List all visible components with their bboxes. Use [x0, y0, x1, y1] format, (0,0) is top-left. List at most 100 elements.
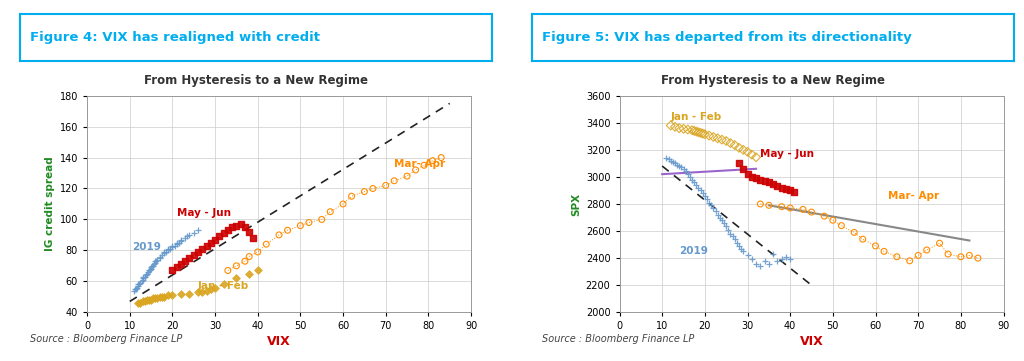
Point — [712, 214, 728, 220]
Point — [145, 295, 162, 301]
Point — [292, 223, 308, 229]
Point — [152, 255, 168, 261]
Point — [160, 292, 176, 298]
Point — [134, 277, 151, 283]
Point — [152, 254, 168, 260]
Point — [130, 300, 146, 306]
Point — [166, 243, 182, 249]
Point — [700, 200, 717, 205]
Point — [211, 234, 227, 239]
Point — [700, 133, 717, 139]
Point — [140, 268, 157, 273]
Y-axis label: IG credit spread: IG credit spread — [45, 157, 55, 251]
Point — [765, 251, 781, 257]
Point — [706, 134, 722, 140]
Point — [138, 271, 155, 277]
Point — [322, 209, 338, 214]
Point — [150, 257, 166, 262]
Point — [731, 160, 748, 166]
Point — [220, 227, 237, 233]
Text: Jan - Feb: Jan - Feb — [671, 112, 722, 122]
Point — [816, 213, 833, 219]
Point — [720, 227, 736, 232]
Point — [301, 219, 317, 225]
Point — [686, 179, 702, 185]
Point — [130, 282, 146, 287]
Point — [731, 243, 748, 249]
Point — [743, 257, 760, 262]
Point — [215, 230, 231, 236]
Point — [128, 286, 144, 292]
Point — [127, 286, 143, 292]
Point — [782, 205, 799, 211]
Point — [727, 142, 743, 148]
Point — [143, 263, 160, 269]
Text: Mar- Apr: Mar- Apr — [888, 191, 939, 201]
Point — [220, 268, 237, 273]
Point — [181, 291, 198, 297]
Point — [134, 299, 151, 304]
Point — [752, 201, 768, 207]
Point — [761, 179, 777, 185]
Point — [673, 165, 689, 170]
Point — [731, 145, 748, 151]
Point — [143, 297, 160, 303]
Point — [735, 248, 752, 254]
Point — [919, 247, 935, 253]
Point — [667, 124, 683, 130]
Point — [408, 167, 424, 173]
Point — [724, 234, 740, 239]
Point — [136, 274, 153, 279]
Point — [133, 278, 150, 284]
Point — [761, 203, 777, 208]
Point — [132, 300, 148, 306]
Point — [399, 173, 416, 179]
Point — [676, 166, 692, 171]
Point — [824, 217, 841, 223]
Point — [215, 282, 231, 287]
Point — [147, 260, 164, 266]
Text: Source : Bloomberg Finance LP: Source : Bloomberg Finance LP — [30, 334, 182, 344]
Point — [743, 174, 760, 180]
Text: Figure 4: VIX has realigned with credit: Figure 4: VIX has realigned with credit — [30, 31, 319, 44]
Text: Jan - Feb: Jan - Feb — [198, 281, 249, 291]
Point — [147, 295, 164, 301]
Point — [680, 171, 696, 177]
Point — [135, 274, 152, 279]
Point — [129, 284, 145, 290]
Text: May - Jun: May - Jun — [176, 208, 230, 218]
Point — [258, 241, 274, 247]
Point — [735, 166, 752, 171]
Point — [156, 251, 172, 256]
Point — [694, 131, 711, 136]
Point — [185, 252, 202, 258]
Point — [143, 266, 160, 272]
Point — [846, 230, 862, 235]
Point — [757, 258, 773, 264]
Point — [195, 246, 211, 252]
Point — [132, 280, 148, 286]
Point — [425, 158, 441, 164]
Point — [152, 294, 168, 300]
Point — [241, 271, 257, 277]
Point — [748, 155, 764, 160]
Point — [782, 187, 799, 193]
Point — [660, 156, 677, 162]
Point — [164, 244, 180, 250]
Point — [237, 224, 253, 230]
Point — [714, 137, 730, 143]
Point — [131, 282, 147, 287]
Point — [179, 234, 196, 239]
Point — [729, 240, 745, 246]
Point — [356, 189, 373, 195]
Point — [940, 251, 956, 257]
Point — [143, 265, 160, 270]
Point — [189, 227, 206, 233]
Point — [692, 130, 709, 136]
Point — [910, 252, 927, 258]
Point — [663, 122, 679, 128]
X-axis label: VIX: VIX — [267, 335, 291, 348]
Point — [658, 155, 675, 161]
Point — [164, 292, 180, 298]
Text: Source : Bloomberg Finance LP: Source : Bloomberg Finance LP — [542, 334, 694, 344]
